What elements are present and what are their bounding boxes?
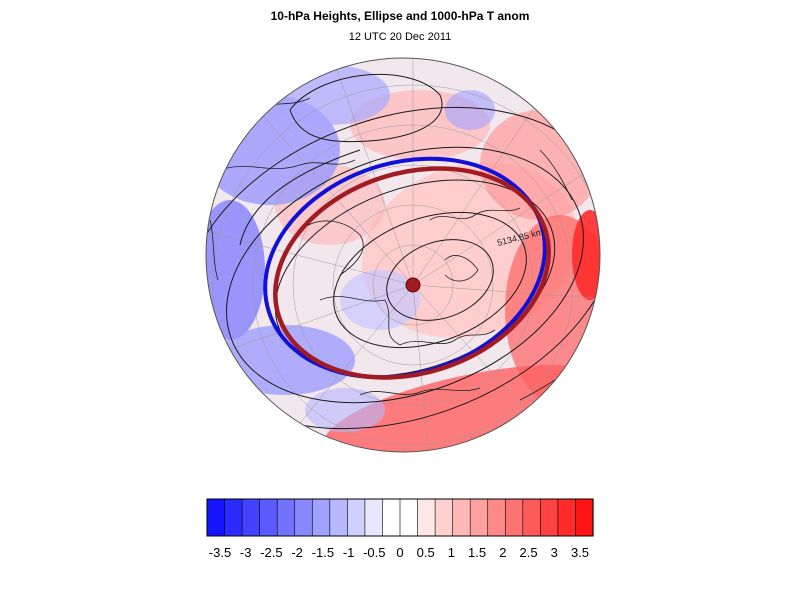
- chart-title: 10-hPa Heights, Ellipse and 1000-hPa T a…: [270, 9, 530, 23]
- colorbar-label: -1.5: [312, 545, 334, 560]
- colorbar-label: 0: [396, 545, 403, 560]
- colorbar-swatch: [399, 498, 419, 537]
- colorbar-swatch: [504, 498, 524, 537]
- colorbar-swatch: [575, 498, 594, 537]
- colorbar-swatch: [417, 498, 436, 537]
- colorbar-swatch: [206, 498, 226, 537]
- colorbar-swatch: [382, 498, 401, 537]
- colorbar-swatch: [294, 498, 313, 537]
- colorbar-label: 3.5: [571, 545, 589, 560]
- colorbar-label: 1: [448, 545, 455, 560]
- colorbar-swatch: [434, 498, 454, 537]
- colorbar-swatch: [311, 498, 331, 537]
- colorbar-swatch: [241, 498, 261, 537]
- red-ellipse: [273, 166, 551, 380]
- colorbar-label: -3.5: [209, 545, 231, 560]
- colorbar-swatch: [469, 498, 489, 537]
- colorbar-label: -1: [343, 545, 355, 560]
- colorbar-label: -2: [291, 545, 303, 560]
- colorbar-swatch: [364, 498, 384, 537]
- colorbar-swatch: [276, 498, 296, 537]
- colorbar-swatch: [224, 498, 243, 537]
- chart-subtitle: 12 UTC 20 Dec 2011: [348, 31, 452, 43]
- coastlines: [209, 97, 573, 401]
- map-border: [205, 57, 601, 453]
- colorbar-swatch: [487, 498, 506, 537]
- colorbar-label: 2: [499, 545, 506, 560]
- colorbar-swatch: [522, 498, 541, 537]
- colorbar-label: -3: [240, 545, 252, 560]
- colorbar-label: 1.5: [468, 545, 486, 560]
- colorbar-swatch: [540, 498, 559, 537]
- ellipses: [263, 156, 551, 380]
- colorbar-label: 0.5: [417, 545, 435, 560]
- colorbar-label: -0.5: [363, 545, 385, 560]
- colorbar-swatch: [452, 498, 471, 537]
- colorbar-frame: [206, 498, 594, 537]
- colorbar-label: -2.5: [260, 545, 282, 560]
- colorbar-swatch: [329, 498, 348, 537]
- lat-lon-grid: [206, 58, 600, 452]
- colorbar-swatch: [347, 498, 366, 537]
- colorbar-swatch: [259, 498, 278, 537]
- colorbar-label: 3: [551, 545, 558, 560]
- colorbar-label: 2.5: [520, 545, 538, 560]
- colorbar-swatch: [557, 498, 577, 537]
- north-pole-marker: [405, 277, 421, 293]
- height-contours: [206, 73, 600, 430]
